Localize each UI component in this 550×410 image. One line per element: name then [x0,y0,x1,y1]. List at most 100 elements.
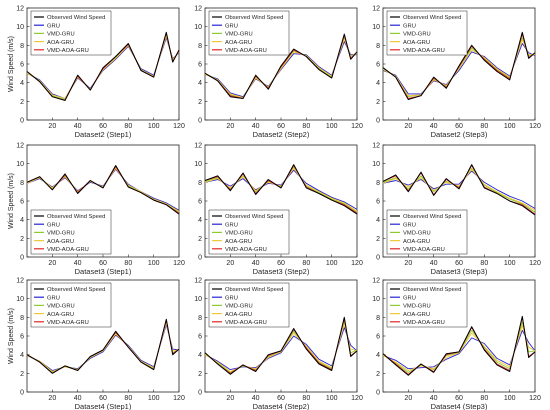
series-line-gru [204,41,357,98]
series-line-aoa-gru [26,35,180,99]
legend: Observed Wind Speed GRU VMD-GRU AOA-GRU VMD-… [386,209,468,255]
x-tick-label: 80 [302,123,310,130]
chart-panel-7: 0 2 4 6 8 10 12 20 40 60 80 100 120 Dataset4 (Step1) W… [8,278,185,410]
x-tick-label: 120 [529,123,541,130]
x-tick-label: 60 [455,260,463,267]
x-tick-label: 60 [99,395,107,402]
x-tick-label: 40 [430,123,438,130]
y-tick-label: 10 [16,24,24,31]
x-tick-label: 120 [351,123,363,130]
y-tick-label: 4 [376,217,380,224]
legend-label: GRU [225,222,238,228]
x-tick-label: 20 [226,395,234,402]
legend-label: GRU [47,295,60,301]
legend-label: VMD-GRU [47,304,75,310]
y-tick-label: 2 [376,371,380,378]
legend-label: Observed Wind Speed [225,214,283,220]
legend-label: GRU [403,222,416,228]
legend-label: AOA-GRU [47,239,74,245]
x-tick-label: 20 [404,260,412,267]
y-tick-label: 2 [376,236,380,243]
series-line-observed-wind-speed [382,164,536,216]
x-tick-label: 20 [226,260,234,267]
legend-label: VMD-GRU [47,231,75,237]
x-tick-label: 80 [124,395,132,402]
legend: Observed Wind Speed GRU VMD-GRU AOA-GRU VMD-… [208,282,290,328]
series-line-observed-wind-speed [204,33,358,99]
legend-label: VMD-AOA-GRU [47,320,89,326]
x-axis-label: Dataset2 (Step2) [253,130,310,139]
y-tick-label: 12 [194,143,202,150]
legend-box [208,209,290,255]
legend-label: GRU [47,222,60,228]
series-line-aoa-gru [382,39,535,97]
legend-box [30,209,112,255]
y-tick-label: 10 [194,24,202,31]
x-axis-label: Dataset4 (Step3) [431,402,488,410]
x-axis-label: Dataset2 (Step1) [75,130,132,139]
legend-label: VMD-GRU [225,304,253,310]
chart-panel-3: 0 2 4 6 8 10 12 20 40 60 80 100 120 Dataset2 (Step3) O… [372,6,541,140]
legend-label: GRU [47,23,60,29]
y-tick-label: 10 [372,24,380,31]
x-tick-label: 40 [74,260,82,267]
x-axis-label: Dataset3 (Step1) [75,267,132,276]
y-tick-label: 10 [16,161,24,168]
y-tick-label: 8 [198,315,202,322]
legend-label: Observed Wind Speed [225,15,283,21]
chart-panel-1: 0 2 4 6 8 10 12 20 40 60 80 100 120 Dataset2 (Step1) W… [8,6,185,140]
legend-label: Observed Wind Speed [47,287,105,293]
x-tick-label: 80 [480,260,488,267]
y-tick-label: 2 [20,236,24,243]
x-tick-label: 120 [173,395,185,402]
legend-label: VMD-GRU [225,32,253,38]
legend-label: VMD-AOA-GRU [403,247,445,253]
chart-panel-9: 0 2 4 6 8 10 12 20 40 60 80 100 120 Dataset4 (Step3) O… [372,278,541,410]
y-tick-label: 0 [376,255,380,262]
y-tick-label: 4 [198,80,202,87]
series-line-aoa-gru [204,323,358,372]
x-tick-label: 100 [148,123,160,130]
y-tick-label: 0 [20,255,24,262]
series-line-aoa-gru [204,167,358,212]
series-line-observed-wind-speed [26,318,180,374]
legend-box [208,282,290,328]
x-axis-label: Dataset3 (Step3) [431,267,488,276]
x-tick-label: 100 [504,260,516,267]
y-tick-label: 6 [376,62,380,69]
y-tick-label: 12 [16,6,24,13]
x-tick-label: 80 [124,260,132,267]
legend: Observed Wind Speed GRU VMD-GRU AOA-GRU VMD-… [208,209,290,255]
x-tick-label: 60 [277,260,285,267]
y-tick-label: 4 [198,217,202,224]
x-tick-label: 60 [455,395,463,402]
series-line-aoa-gru [382,325,536,371]
x-tick-label: 40 [74,395,82,402]
x-tick-label: 60 [99,260,107,267]
y-tick-label: 4 [376,352,380,359]
x-tick-label: 100 [326,260,338,267]
x-tick-label: 40 [252,123,260,130]
x-tick-label: 120 [351,260,363,267]
y-tick-label: 8 [20,315,24,322]
legend-label: AOA-GRU [225,40,252,46]
y-tick-label: 8 [376,315,380,322]
legend-label: VMD-AOA-GRU [403,320,445,326]
y-tick-label: 8 [20,43,24,50]
y-tick-label: 2 [376,99,380,106]
series-line-vmd-gru [382,321,536,373]
x-tick-label: 60 [277,395,285,402]
y-tick-label: 4 [20,217,24,224]
x-tick-label: 120 [173,260,185,267]
x-tick-label: 20 [404,395,412,402]
y-axis-label: Wind Speed (m/s) [8,36,15,92]
y-tick-label: 6 [198,199,202,206]
x-tick-label: 80 [302,395,310,402]
y-tick-label: 6 [20,199,24,206]
legend-label: AOA-GRU [225,239,252,245]
legend-label: AOA-GRU [47,312,74,318]
y-tick-label: 12 [372,6,380,13]
x-tick-label: 80 [480,123,488,130]
legend-label: VMD-GRU [225,231,253,237]
